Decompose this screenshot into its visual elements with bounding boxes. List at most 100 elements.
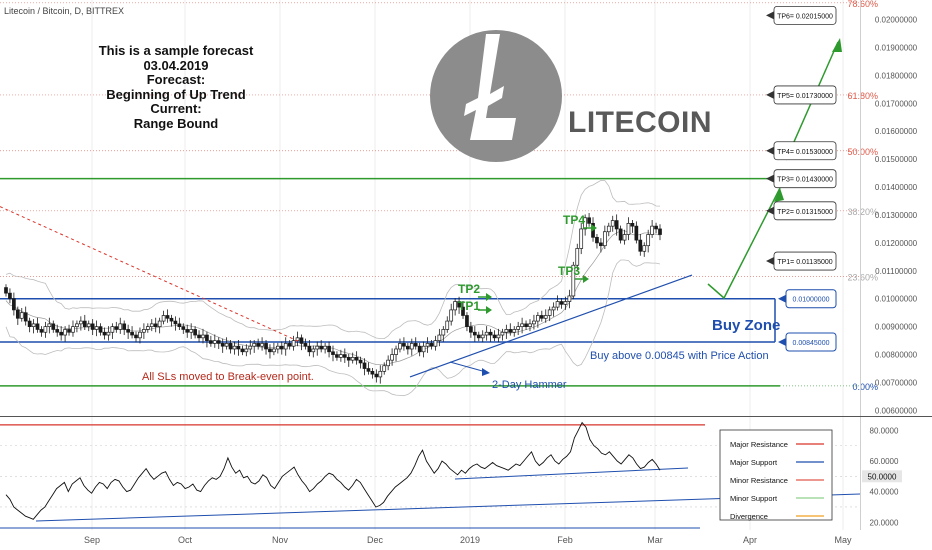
- candle-body: [224, 343, 229, 347]
- candle-body: [524, 323, 528, 328]
- candle-body: [358, 359, 363, 364]
- candle-body: [610, 220, 615, 227]
- candle-body: [86, 323, 91, 328]
- time-axis: Sep Oct Nov Dec 2019 Feb Mar Apr May: [84, 535, 852, 545]
- time-tick-label: Nov: [272, 535, 289, 545]
- candle-body: [145, 326, 150, 330]
- candle-body: [209, 340, 213, 344]
- candle-body: [496, 334, 501, 339]
- candle-body: [39, 329, 44, 333]
- candle-body: [138, 331, 142, 339]
- candle-body: [79, 320, 83, 325]
- tp-arrow-label: TP1: [458, 299, 480, 313]
- candle-body: [429, 343, 434, 347]
- candle-body: [55, 329, 60, 333]
- candle-body: [602, 231, 607, 247]
- candle-body: [433, 340, 438, 347]
- candle-body: [327, 345, 331, 353]
- forecast-line-1: This is a sample forecast: [98, 43, 254, 58]
- candle-body: [126, 329, 130, 333]
- candle-body: [484, 331, 489, 336]
- candle-body: [417, 345, 422, 353]
- candle-body: [386, 359, 391, 367]
- coin-name: LITECOIN: [568, 106, 712, 139]
- tp-arrow-label: TP4: [563, 213, 585, 227]
- tp-tag-pointer: [766, 146, 774, 155]
- candle-body: [19, 312, 24, 319]
- annotations: TP1 TP2 TP3 TP4 Buy Zone Buy above 0.00845 wi…: [142, 213, 780, 391]
- candle-body: [335, 354, 339, 358]
- fibonacci-labels: 78.60% 61.80% 50.00% 38.20% 23.60% 0.00%: [847, 0, 878, 392]
- candle-body: [212, 340, 217, 344]
- candle-body: [220, 343, 225, 347]
- candle-body: [291, 340, 296, 347]
- candle-body: [106, 331, 111, 336]
- oscillator-legend: Major Resistance Major Support Minor Resis…: [719, 429, 833, 521]
- candle-body: [193, 329, 197, 336]
- zone-tag-pointer: [778, 338, 786, 347]
- candle-body: [248, 345, 253, 350]
- symbol-label: Litecoin / Bitcoin, D, BITTREX: [4, 6, 125, 16]
- candle-body: [122, 323, 127, 330]
- hammer-note: 2-Day Hammer: [492, 379, 567, 391]
- candle-body: [634, 225, 639, 241]
- hammer-pointer: [449, 361, 487, 373]
- candle-body: [488, 331, 493, 336]
- osc-current-box: [862, 470, 902, 483]
- candle-body: [437, 334, 442, 341]
- candle-body: [402, 343, 406, 347]
- projection-long-arrowhead: [832, 38, 842, 52]
- tp-tag-label: TP5= 0.01730000: [777, 93, 833, 100]
- time-tick-label: Feb: [557, 535, 573, 545]
- candles: [4, 213, 662, 384]
- candle-body: [303, 343, 308, 347]
- candle-body: [12, 298, 16, 311]
- candle-body: [559, 301, 564, 305]
- candle-body: [181, 326, 186, 330]
- candle-body: [382, 365, 387, 372]
- candle-body: [476, 334, 481, 339]
- tp-tag-label: TP3= 0.01430000: [777, 177, 833, 184]
- candle-body: [543, 315, 548, 319]
- candle-body: [339, 354, 343, 358]
- candle-body: [370, 370, 375, 375]
- candle-body: [98, 326, 103, 333]
- candle-body: [142, 329, 146, 333]
- candle-body: [646, 234, 651, 247]
- legend-label: Major Resistance: [730, 440, 788, 449]
- candle-body: [461, 306, 465, 316]
- legend-box: [719, 429, 833, 521]
- forecast-line-5: Current:: [150, 101, 202, 116]
- tp-tag-pointer: [766, 257, 774, 266]
- price-tick-label: 0.01900000: [875, 43, 918, 52]
- candle-body: [445, 320, 450, 330]
- candle-body: [465, 315, 469, 328]
- zone-tag-label: 0.01000000: [793, 297, 830, 304]
- candle-body: [51, 323, 56, 330]
- price-panel: 78.60% 61.80% 50.00% 38.20% 23.60% 0.00% 0.01…: [0, 0, 878, 397]
- time-tick-label: Apr: [743, 535, 757, 545]
- tp-tag-pointer: [766, 11, 774, 20]
- price-tick-label: 0.01300000: [875, 211, 918, 220]
- candle-body: [67, 329, 71, 333]
- candle-body: [453, 301, 457, 311]
- tp-arrow-head: [486, 306, 492, 314]
- fib-label: 50.00%: [847, 147, 878, 157]
- candle-body: [492, 334, 497, 339]
- price-tick-label: 0.01200000: [875, 239, 918, 248]
- candle-body: [378, 370, 383, 378]
- candle-body: [520, 323, 524, 328]
- candle-body: [216, 340, 221, 344]
- candle-body: [177, 323, 182, 328]
- time-tick-label: Oct: [178, 535, 193, 545]
- zone-tag-label: 0.00845000: [793, 340, 830, 347]
- time-tick-label: Dec: [367, 535, 384, 545]
- forecast-line-3: Forecast:: [146, 72, 206, 87]
- candle-body: [587, 217, 591, 224]
- candle-body: [374, 373, 379, 378]
- candle-body: [71, 326, 75, 333]
- forecast-line-6: Range Bound: [133, 115, 219, 131]
- candle-body: [149, 323, 154, 328]
- candle-body: [642, 245, 647, 252]
- candle-body: [551, 306, 556, 311]
